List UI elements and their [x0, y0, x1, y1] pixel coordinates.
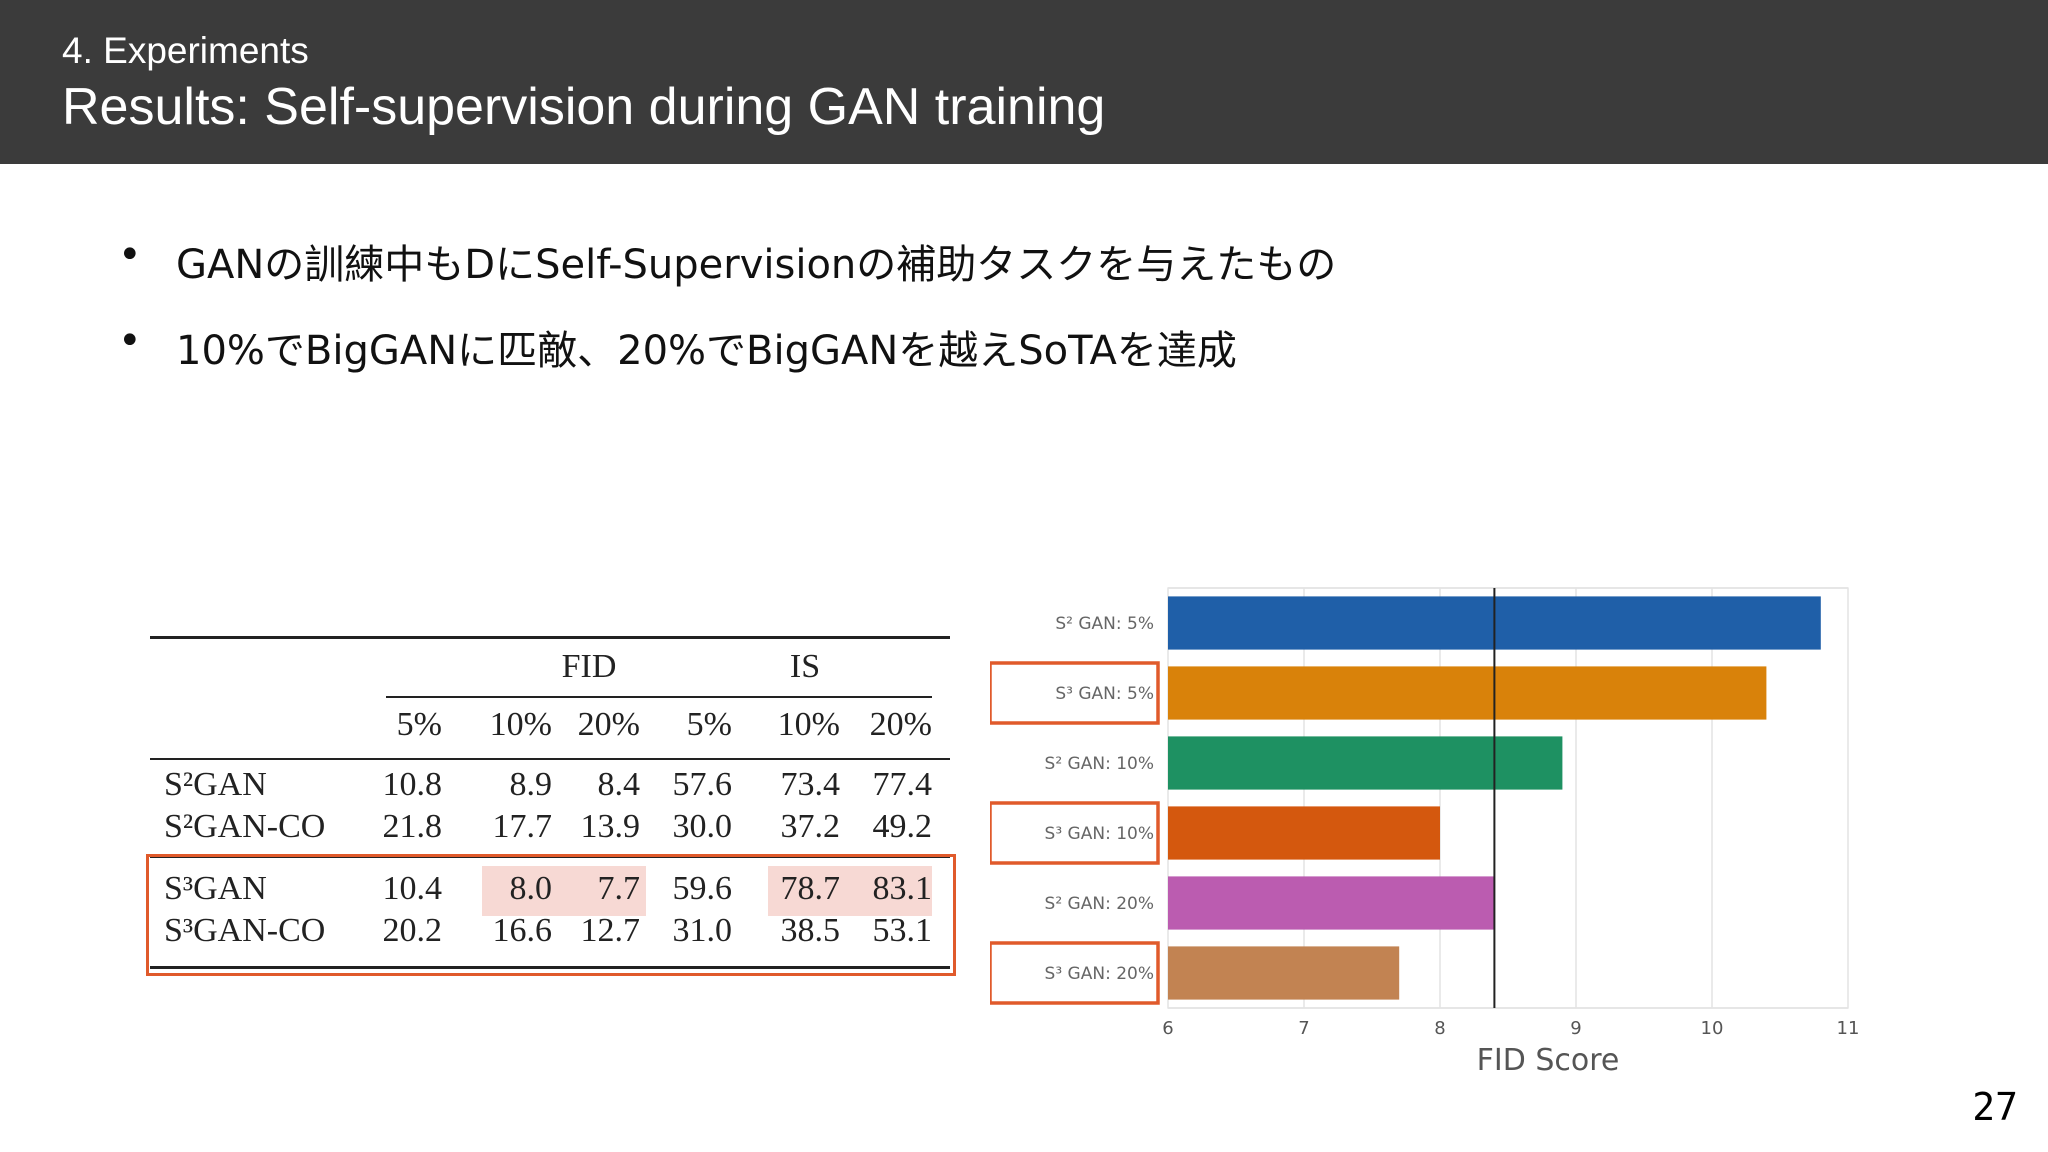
category-label: S³ GAN: 5%: [1055, 684, 1154, 704]
category-label: S² GAN: 5%: [1055, 614, 1154, 634]
column-header: 5%: [686, 706, 732, 743]
table-sep-rule: [150, 856, 950, 858]
bar: [1168, 876, 1495, 930]
table-cell: 20.2: [382, 912, 443, 949]
table-cell: 13.9: [580, 808, 641, 845]
section-label: 4. Experiments: [62, 30, 309, 71]
x-tick-label: 7: [1298, 1018, 1309, 1039]
bullet-marker: •: [118, 318, 142, 364]
table-cell: 8.0: [509, 870, 553, 907]
x-tick-label: 8: [1434, 1018, 1445, 1039]
table-cell: 21.8: [382, 808, 443, 845]
row-label: S³GAN-CO: [164, 912, 326, 949]
results-table: FID IS 5% 10% 20% 5% 10% 20% S²GAN 10.8 8.9 8.4 57…: [146, 630, 956, 980]
x-tick-label: 6: [1162, 1018, 1173, 1039]
table-top-rule: [150, 636, 950, 639]
table-bottom-rule: [150, 966, 950, 969]
highlight-fid-cell: [482, 866, 646, 916]
bar: [1168, 806, 1440, 860]
slide-header: 4. Experiments Results: Self-supervision…: [0, 0, 2048, 164]
table-cell: 10.8: [382, 766, 443, 803]
table-cell: 17.7: [492, 808, 553, 845]
category-label: S³ GAN: 10%: [1045, 824, 1154, 844]
bullet-text: GANの訓練中もDにSelf-Supervisionの補助タスクを与えたもの: [176, 242, 1337, 288]
table-cell: 38.5: [780, 912, 841, 949]
x-tick-label: 10: [1701, 1018, 1724, 1039]
table-cell: 49.2: [872, 808, 933, 845]
category-label: S³ GAN: 20%: [1045, 964, 1154, 984]
table-cell: 53.1: [872, 912, 933, 949]
x-tick-label: 11: [1837, 1018, 1860, 1039]
bar: [1168, 666, 1767, 720]
category-highlight-box: [990, 941, 1160, 1005]
table-cell: 8.4: [597, 766, 641, 803]
category-label: S² GAN: 20%: [1045, 894, 1154, 914]
bullet-item: • 10%でBigGANに匹敵、20%でBigGANを越えSoTAを達成: [118, 318, 1336, 404]
table-cell: 57.6: [672, 766, 733, 803]
table-cell: 37.2: [780, 808, 841, 845]
bullet-list: • GANの訓練中もDにSelf-Supervisionの補助タスクを与えたもの…: [118, 232, 1336, 404]
fid-group-rule: [386, 696, 792, 698]
highlight-is-cell: [768, 866, 932, 916]
column-header: 10%: [489, 706, 552, 743]
table-cell: 7.7: [597, 870, 641, 907]
bullet-item: • GANの訓練中もDにSelf-Supervisionの補助タスクを与えたもの: [118, 232, 1336, 318]
category-highlight-box: [990, 801, 1160, 865]
table-cell: 30.0: [672, 808, 733, 845]
column-header: 20%: [869, 706, 932, 743]
column-header: 5%: [396, 706, 442, 743]
table-cell: 73.4: [780, 766, 841, 803]
row-label: S³GAN: [164, 870, 267, 907]
table-cell: 77.4: [872, 766, 933, 803]
group-header-is: IS: [789, 648, 821, 685]
category-highlight-box: [990, 661, 1160, 725]
page-number: 27: [1972, 1085, 2018, 1129]
table-cell: 31.0: [672, 912, 733, 949]
group-header-fid: FID: [561, 648, 617, 685]
table-cell: 59.6: [672, 870, 733, 907]
is-group-rule: [678, 696, 932, 698]
table-cell: 16.6: [492, 912, 553, 949]
table-cell: 8.9: [509, 766, 553, 803]
table-cell: 83.1: [872, 870, 933, 907]
table-cell: 78.7: [780, 870, 841, 907]
bar: [1168, 736, 1563, 790]
bullet-marker: •: [118, 232, 142, 278]
fid-bar-chart: 6 7 8 9 10 11 S² GAN: 5% S³ GAN: 5% S² GAN: 10% S…: [990, 587, 1860, 1078]
category-label: S² GAN: 10%: [1045, 754, 1154, 774]
bullet-text: 10%でBigGANに匹敵、20%でBigGANを越えSoTAを達成: [176, 328, 1237, 374]
row-label: S²GAN: [164, 766, 267, 803]
plot-area: [1167, 587, 1849, 1009]
bar: [1168, 946, 1400, 1000]
x-tick-label: 9: [1570, 1018, 1581, 1039]
x-axis-label: FID Score: [1477, 1043, 1620, 1078]
s3-rows-highlight-box: [146, 854, 956, 976]
table-cell: 10.4: [382, 870, 443, 907]
slide-title: Results: Self-supervision during GAN tra…: [62, 78, 1106, 136]
column-header: 20%: [577, 706, 640, 743]
row-label: S²GAN-CO: [164, 808, 326, 845]
table-mid-rule: [150, 758, 950, 760]
column-header: 10%: [777, 706, 840, 743]
table-cell: 12.7: [580, 912, 641, 949]
